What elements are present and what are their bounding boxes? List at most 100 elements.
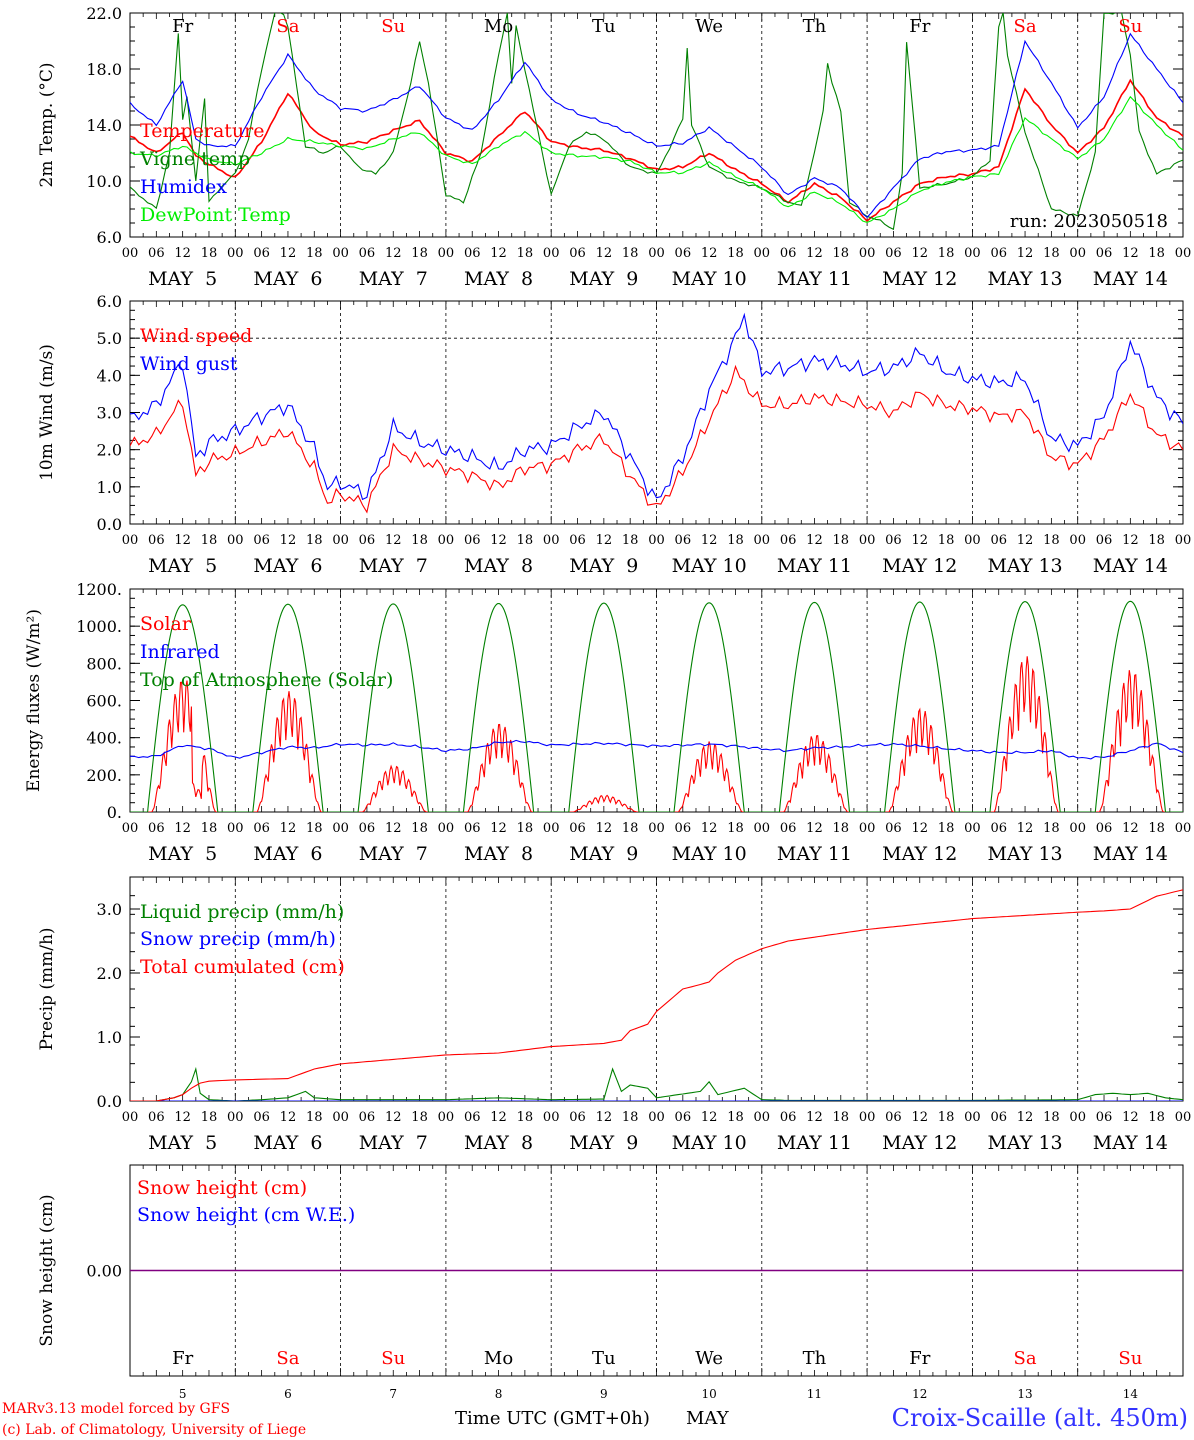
hour-tick-label: 00 [1175, 533, 1192, 548]
series-group [130, 312, 1183, 514]
date-label: MAY 13 [987, 268, 1062, 290]
date-number-label: 11 [807, 1387, 822, 1401]
hour-tick-label: 00 [964, 821, 981, 836]
hour-tick-label: 00 [859, 821, 876, 836]
hour-tick-label: 18 [306, 533, 323, 548]
panel-5: 0.00 Snow height (cm) Snow height (cm) Snow… [37, 1164, 1184, 1401]
hour-tick-label: 12 [1122, 1110, 1139, 1125]
hour-tick-label: 06 [359, 533, 376, 548]
hour-tick-label: 00 [964, 1110, 981, 1125]
hour-tick-label: 00 [332, 1110, 349, 1125]
hour-tick-label: 06 [885, 246, 902, 261]
hour-tick-label: 12 [280, 533, 297, 548]
series-line-dewpoint-temp [130, 95, 1183, 223]
hour-tick-label: 06 [148, 533, 165, 548]
hour-tick-label: 06 [675, 533, 692, 548]
hour-tick-label: 00 [438, 1110, 455, 1125]
hour-tick-label: 12 [280, 821, 297, 836]
hour-tick-label: 18 [411, 1110, 428, 1125]
y-axis-label: 2m Temp. (°C) [37, 62, 57, 187]
date-label: MAY 9 [569, 268, 638, 290]
date-label: MAY 7 [359, 843, 428, 865]
y-tick-label: 4.0 [97, 366, 122, 385]
y-tick-label: 6.0 [97, 292, 122, 311]
y-tick-label: 1200. [76, 580, 122, 599]
hour-tick-label: 06 [464, 1110, 481, 1125]
hour-tick-label: 12 [174, 1110, 191, 1125]
date-label: MAY 14 [1093, 555, 1168, 577]
date-label: MAY 9 [569, 555, 638, 577]
hour-tick-label: 00 [964, 533, 981, 548]
y-tick-label: 0. [107, 803, 122, 822]
hour-tick-label: 12 [385, 533, 402, 548]
y-tick-label: 2.0 [97, 441, 122, 460]
legend-entry: Temperature [140, 120, 264, 142]
hour-tick-label: 12 [701, 1110, 718, 1125]
hour-tick-label: 06 [780, 1110, 797, 1125]
legend-entry: Wind speed [140, 325, 252, 347]
hour-tick-label: 18 [833, 246, 850, 261]
hour-tick-label: 06 [569, 246, 586, 261]
y-tick-label: 0.00 [86, 1262, 122, 1281]
date-label: MAY 8 [464, 1132, 533, 1154]
weekday-label: Su [381, 1348, 405, 1369]
legend-entry: Vigne temp [139, 148, 250, 170]
y-tick-label: 800. [86, 654, 122, 673]
hour-tick-label: 18 [517, 821, 534, 836]
hour-tick-label: 00 [543, 821, 560, 836]
y-tick-label: 3.0 [97, 404, 122, 423]
hour-tick-label: 18 [1043, 533, 1060, 548]
hour-tick-label: 12 [911, 246, 928, 261]
hour-tick-label: 12 [174, 821, 191, 836]
weekday-label: Fr [909, 16, 930, 37]
weekday-label: Su [1118, 16, 1142, 37]
hour-tick-label: 12 [174, 246, 191, 261]
date-label: MAY 12 [882, 843, 957, 865]
date-label: MAY 6 [253, 555, 322, 577]
hour-tick-label: 06 [885, 1110, 902, 1125]
hour-tick-label: 06 [990, 533, 1007, 548]
hour-tick-label: 18 [1148, 246, 1165, 261]
y-tick-label: 14.0 [86, 116, 122, 135]
hour-tick-label: 12 [280, 1110, 297, 1125]
date-number-label: 6 [284, 1387, 292, 1401]
hour-tick-label: 18 [411, 533, 428, 548]
date-label: MAY 14 [1093, 843, 1168, 865]
date-label: MAY 9 [569, 1132, 638, 1154]
hour-tick-label: 12 [385, 246, 402, 261]
hour-tick-label: 18 [306, 821, 323, 836]
hour-tick-label: 18 [201, 821, 218, 836]
weekday-label: Su [381, 16, 405, 37]
date-label: MAY 14 [1093, 1132, 1168, 1154]
hour-tick-label: 12 [1017, 1110, 1034, 1125]
series-line-humidex [130, 32, 1183, 219]
y-tick-label: 0.0 [97, 1092, 122, 1111]
y-tick-label: 3.0 [97, 900, 122, 919]
hour-tick-label: 12 [490, 821, 507, 836]
hour-tick-label: 00 [1175, 821, 1192, 836]
y-axis-label: Snow height (cm) [37, 1194, 57, 1346]
weekday-label: Fr [172, 1348, 193, 1369]
hour-tick-label: 06 [675, 246, 692, 261]
weekday-label: Fr [172, 16, 193, 37]
hour-tick-label: 06 [990, 821, 1007, 836]
hour-tick-label: 06 [253, 246, 270, 261]
hour-tick-label: 06 [990, 246, 1007, 261]
hour-tick-label: 06 [359, 1110, 376, 1125]
date-label: MAY 5 [148, 1132, 217, 1154]
hour-tick-label: 18 [622, 246, 639, 261]
hour-tick-label: 12 [1017, 533, 1034, 548]
hour-tick-label: 06 [253, 533, 270, 548]
date-label: MAY 8 [464, 843, 533, 865]
run-annotation: run: 2023050518 [1010, 211, 1168, 232]
hour-tick-label: 18 [306, 1110, 323, 1125]
panel-1: 6.0 10.0 14.0 18.0 22.0 2m Temp. (°C) Temperat… [37, 4, 1191, 290]
series-line-total-cumulated-cm [130, 889, 1183, 1101]
series-group [130, 13, 1183, 231]
hour-tick-label: 06 [569, 1110, 586, 1125]
hour-tick-label: 18 [833, 821, 850, 836]
hour-tick-label: 00 [227, 533, 244, 548]
hour-tick-label: 00 [648, 246, 665, 261]
hour-tick-label: 12 [806, 821, 823, 836]
hour-tick-label: 00 [1069, 821, 1086, 836]
